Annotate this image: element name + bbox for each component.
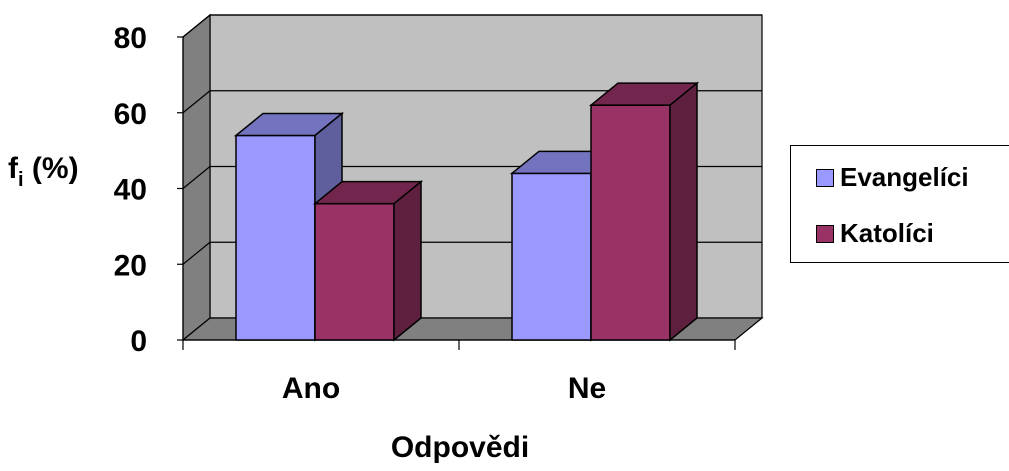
gridline-depth <box>182 241 211 265</box>
legend-label-katolici: Katolíci <box>840 218 934 248</box>
x-tick-labels: Ano Ne <box>282 372 606 405</box>
y-tick-label: 20 <box>114 249 147 282</box>
bar <box>312 180 424 342</box>
gridline-depth <box>182 90 211 114</box>
gridline-depth <box>182 166 211 189</box>
x-tick-label: Ne <box>568 372 606 405</box>
legend-item-evangelici: Evangelíci <box>816 162 969 193</box>
legend-item-katolici: Katolíci <box>816 218 934 249</box>
bar-side <box>669 81 698 342</box>
x-axis-title: Odpovědi <box>391 431 529 464</box>
y-tick-label: 60 <box>114 98 147 131</box>
y-axis-title: fi (%) <box>8 152 79 191</box>
legend-label-evangelici: Evangelíci <box>840 162 969 192</box>
y-tick-label: 80 <box>114 22 147 55</box>
x-tick-label: Ano <box>282 372 340 405</box>
bar-front <box>314 202 395 341</box>
legend-swatch-katolici <box>816 224 834 243</box>
bar-side <box>393 180 422 342</box>
y-tick-labels: 0 20 40 60 80 <box>114 22 147 358</box>
bar-front <box>590 104 671 341</box>
y-tick-label: 40 <box>114 174 147 207</box>
bar <box>588 81 700 342</box>
legend-swatch-evangelici <box>816 168 834 187</box>
gridline-depth <box>182 14 211 38</box>
bar <box>233 111 345 342</box>
legend: Evangelíci Katolíci <box>790 145 1009 263</box>
bar-front <box>511 172 592 341</box>
bars <box>233 81 700 342</box>
y-tick-label: 0 <box>130 325 147 358</box>
bar-front <box>235 134 316 341</box>
